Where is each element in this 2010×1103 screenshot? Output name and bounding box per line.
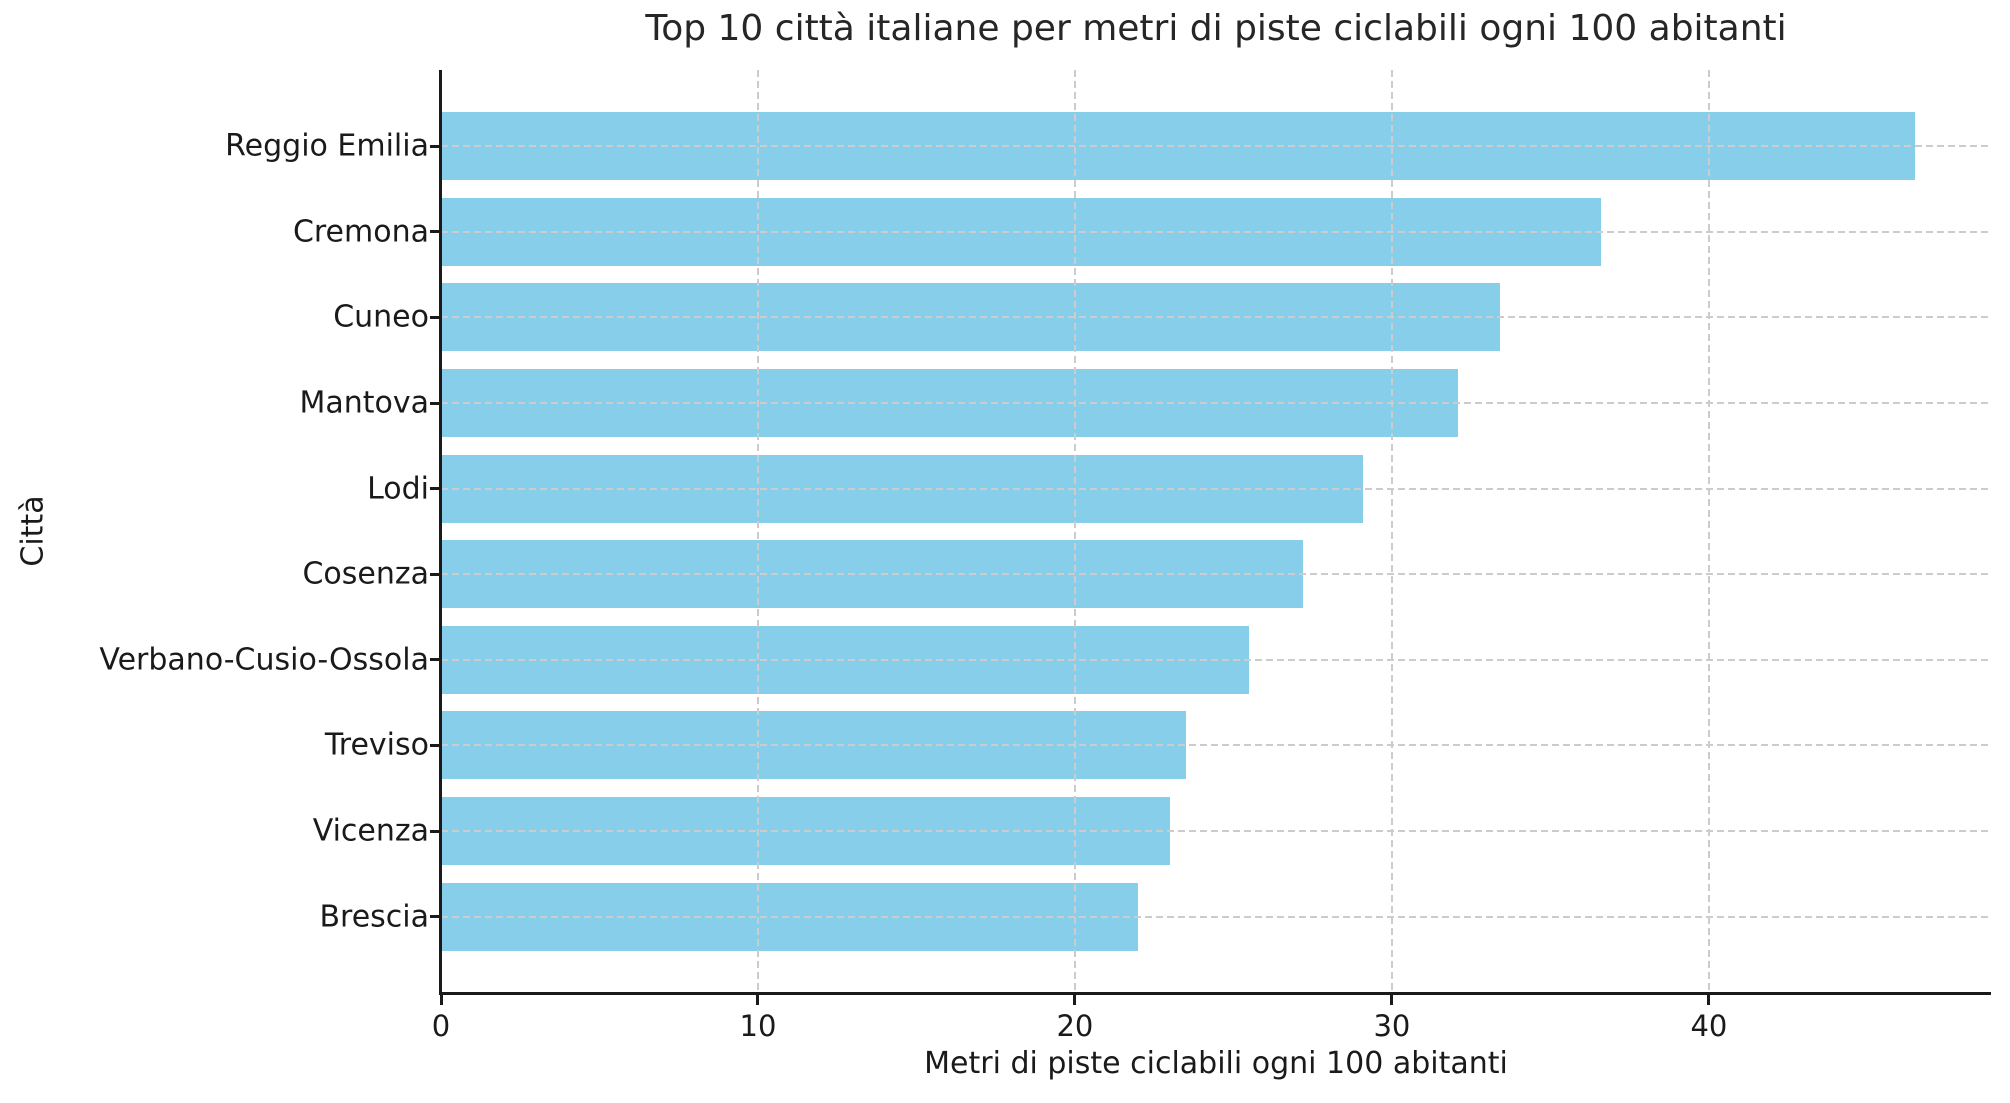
- y-tick-1: [430, 230, 439, 234]
- horizontal-gridline-2: [441, 316, 1991, 319]
- y-tick-2: [430, 315, 439, 319]
- y-tick-label-2: Cuneo: [333, 299, 429, 335]
- x-tick-label-10: 10: [739, 1009, 777, 1043]
- vertical-gridline-30: [1390, 70, 1393, 993]
- y-tick-label-7: Treviso: [324, 727, 429, 763]
- x-tick-20: [1073, 995, 1077, 1005]
- y-tick-6: [430, 658, 439, 662]
- vertical-gridline-40: [1707, 70, 1710, 993]
- x-tick-label-40: 40: [1690, 1009, 1728, 1043]
- y-axis-label: Città: [15, 495, 51, 567]
- horizontal-gridline-4: [441, 487, 1991, 490]
- y-tick-label-1: Cremona: [292, 214, 429, 250]
- horizontal-gridline-3: [441, 402, 1991, 404]
- x-tick-label-30: 30: [1373, 1009, 1411, 1043]
- chart-title: Top 10 città italiane per metri di piste…: [645, 8, 1787, 49]
- y-tick-label-8: Vicenza: [312, 813, 429, 849]
- x-tick-30: [1390, 995, 1394, 1005]
- y-tick-9: [430, 915, 439, 919]
- y-tick-0: [430, 144, 439, 148]
- bottom-spine: [439, 992, 1991, 995]
- x-tick-label-20: 20: [1056, 1009, 1094, 1043]
- y-tick-5: [430, 572, 439, 576]
- x-tick-40: [1707, 995, 1711, 1005]
- horizontal-gridline-5: [441, 573, 1991, 576]
- vertical-gridline-10: [756, 70, 759, 993]
- left-spine: [439, 70, 442, 995]
- horizontal-gridline-6: [441, 658, 1991, 661]
- x-tick-0: [439, 995, 443, 1005]
- y-tick-label-6: Verbano-Cusio-Ossola: [99, 642, 429, 678]
- y-tick-label-3: Mantova: [299, 385, 429, 421]
- x-axis-label: Metri di piste ciclabili ogni 100 abitan…: [924, 1046, 1508, 1081]
- y-tick-label-0: Reggio Emilia: [225, 128, 429, 164]
- y-tick-4: [430, 487, 439, 491]
- horizontal-gridline-1: [441, 230, 1991, 233]
- y-tick-label-5: Cosenza: [302, 556, 429, 592]
- y-tick-7: [430, 743, 439, 747]
- horizontal-gridline-7: [441, 744, 1991, 747]
- horizontal-gridline-8: [441, 830, 1991, 832]
- y-tick-label-9: Brescia: [319, 899, 429, 935]
- plot-area: Reggio Emilia Cremona Cuneo Mantova Lodi Cose…: [99, 70, 1991, 1043]
- horizontal-gridline-0: [441, 145, 1991, 148]
- y-tick-8: [430, 829, 439, 833]
- vertical-gridline-20: [1073, 70, 1076, 993]
- x-tick-10: [756, 995, 760, 1005]
- x-tick-label-0: 0: [431, 1009, 451, 1043]
- y-tick-label-4: Lodi: [367, 471, 429, 507]
- horizontal-gridline-9: [441, 915, 1991, 918]
- y-tick-3: [430, 401, 439, 405]
